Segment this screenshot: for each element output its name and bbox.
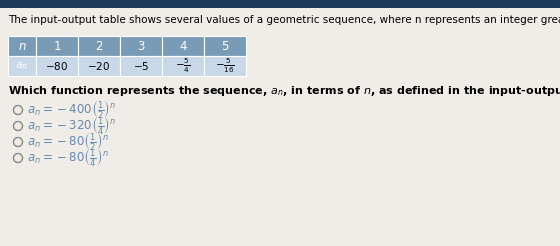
Text: 2: 2 — [95, 40, 102, 52]
Text: The input-output table shows several values of a geometric sequence, where n rep: The input-output table shows several val… — [8, 15, 560, 25]
Text: 1: 1 — [53, 40, 60, 52]
Text: $a_n=-80\left(\frac{1}{4}\right)^n$: $a_n=-80\left(\frac{1}{4}\right)^n$ — [27, 148, 109, 169]
Text: $a_n=-400\left(\frac{1}{2}\right)^n$: $a_n=-400\left(\frac{1}{2}\right)^n$ — [27, 99, 116, 121]
Bar — [162, 36, 204, 56]
Bar — [162, 56, 204, 76]
Bar — [78, 36, 120, 56]
Bar — [120, 36, 162, 56]
Bar — [36, 56, 78, 76]
Text: 3: 3 — [137, 40, 144, 52]
Bar — [204, 56, 246, 76]
Bar — [36, 36, 78, 56]
Bar — [204, 36, 246, 56]
Bar — [120, 56, 162, 76]
Text: $-20$: $-20$ — [87, 60, 110, 72]
Text: $-5$: $-5$ — [133, 60, 149, 72]
Text: $-80$: $-80$ — [45, 60, 68, 72]
Text: $n$: $n$ — [18, 40, 26, 52]
Text: $a_n$: $a_n$ — [15, 60, 29, 72]
Bar — [8, 56, 36, 76]
Bar — [8, 36, 36, 56]
Bar — [78, 56, 120, 76]
Text: 4: 4 — [179, 40, 186, 52]
Bar — [0, 0, 560, 8]
Text: $a_n=-320\left(\frac{1}{4}\right)^n$: $a_n=-320\left(\frac{1}{4}\right)^n$ — [27, 116, 116, 137]
Text: 5: 5 — [221, 40, 228, 52]
Text: $a_n=-80\left(\frac{1}{2}\right)^n$: $a_n=-80\left(\frac{1}{2}\right)^n$ — [27, 132, 109, 153]
Text: $-\frac{5}{16}$: $-\frac{5}{16}$ — [215, 57, 235, 75]
Text: Which function represents the sequence, $a_n$, in terms of $n$, as defined in th: Which function represents the sequence, … — [8, 84, 560, 98]
Text: $-\frac{5}{4}$: $-\frac{5}{4}$ — [175, 57, 190, 75]
